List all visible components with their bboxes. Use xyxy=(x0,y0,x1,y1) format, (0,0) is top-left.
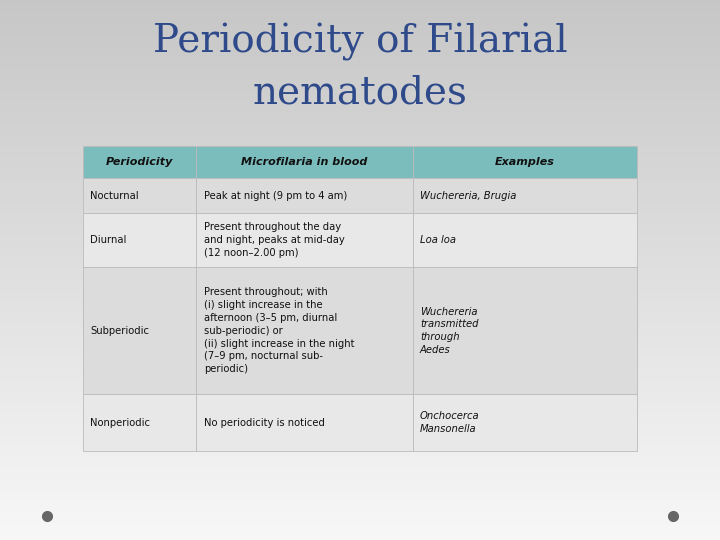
Text: Periodicity: Periodicity xyxy=(106,157,174,167)
Bar xyxy=(413,213,637,267)
Text: Periodicity of Filarial
nematodes: Periodicity of Filarial nematodes xyxy=(153,23,567,112)
Text: Wuchereria
transmitted
through
Aedes: Wuchereria transmitted through Aedes xyxy=(420,307,478,355)
Bar xyxy=(83,146,197,178)
Bar xyxy=(83,394,197,451)
Text: Subperiodic: Subperiodic xyxy=(90,326,149,336)
Bar xyxy=(83,267,197,394)
Bar xyxy=(413,394,637,451)
Bar xyxy=(197,267,413,394)
Text: Peak at night (9 pm to 4 am): Peak at night (9 pm to 4 am) xyxy=(204,191,347,201)
Text: Diurnal: Diurnal xyxy=(90,235,127,245)
Text: Microfilaria in blood: Microfilaria in blood xyxy=(241,157,368,167)
Text: No periodicity is noticed: No periodicity is noticed xyxy=(204,417,325,428)
Text: Present throughout the day
and night, peaks at mid-day
(12 noon–2.00 pm): Present throughout the day and night, pe… xyxy=(204,222,344,258)
Text: Wuchereria, Brugia: Wuchereria, Brugia xyxy=(420,191,516,201)
Bar xyxy=(197,394,413,451)
Bar xyxy=(83,213,197,267)
Text: Examples: Examples xyxy=(495,157,555,167)
Bar xyxy=(197,178,413,213)
Bar xyxy=(83,178,197,213)
Text: Onchocerca
Mansonella: Onchocerca Mansonella xyxy=(420,411,480,434)
Bar xyxy=(413,146,637,178)
Text: Nonperiodic: Nonperiodic xyxy=(90,417,150,428)
Bar xyxy=(413,178,637,213)
Text: Present throughout; with
(i) slight increase in the
afternoon (3–5 pm, diurnal
s: Present throughout; with (i) slight incr… xyxy=(204,287,354,374)
Text: Nocturnal: Nocturnal xyxy=(90,191,139,201)
Bar xyxy=(413,267,637,394)
Bar xyxy=(197,213,413,267)
Text: Loa loa: Loa loa xyxy=(420,235,456,245)
Bar xyxy=(197,146,413,178)
